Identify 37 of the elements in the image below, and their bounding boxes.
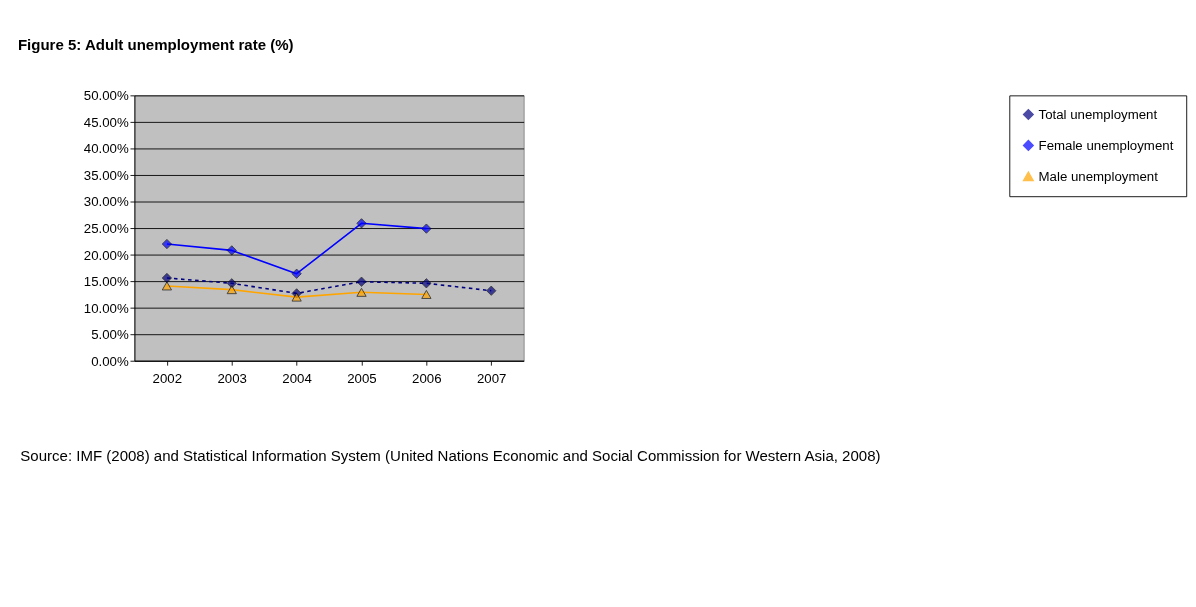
point — [226, 278, 237, 289]
point — [226, 285, 237, 295]
y-tick-label: 45.00% — [83, 114, 129, 130]
y-tick-label: 25.00% — [83, 220, 129, 236]
y-tick-label: 15.00% — [83, 274, 129, 290]
y-tick-label: 50.00% — [83, 88, 129, 104]
point — [226, 245, 237, 256]
point — [421, 289, 432, 299]
y-tick-label: 20.00% — [83, 247, 129, 263]
x-tick-label: 2007 — [476, 371, 507, 387]
point — [291, 292, 302, 302]
y-tick-label: 30.00% — [83, 194, 129, 210]
point — [161, 281, 172, 291]
y-tick-label: 0.00% — [91, 353, 129, 369]
point — [161, 238, 172, 250]
y-tick-label: 40.00% — [83, 141, 129, 157]
point — [291, 268, 302, 279]
point — [486, 285, 497, 296]
legend-label: Female unemployment — [1038, 137, 1174, 153]
x-tick-label: 2003 — [217, 371, 247, 387]
point — [421, 278, 432, 289]
point — [356, 287, 367, 297]
x-tick-label: 2002 — [152, 371, 183, 387]
point — [161, 272, 172, 284]
point — [421, 223, 432, 234]
legend-label: Male unemployment — [1038, 168, 1159, 184]
x-tick-label: 2006 — [412, 371, 442, 387]
x-tick-label: 2004 — [282, 371, 312, 387]
chart-title: Figure 5: Adult unemployment rate (%) — [17, 35, 294, 53]
y-tick-label: 35.00% — [83, 167, 129, 183]
legend-label: Total unemployment — [1038, 106, 1158, 122]
point — [356, 276, 367, 287]
y-tick-label: 10.00% — [83, 300, 129, 316]
source-note: Source: IMF (2008) and Statistical Information System (United Nations Economic and Social Commission for Western Asia, 2008) — [20, 446, 881, 464]
x-tick-label: 2005 — [347, 371, 377, 387]
y-tick-label: 5.00% — [91, 327, 129, 343]
point — [356, 218, 367, 229]
